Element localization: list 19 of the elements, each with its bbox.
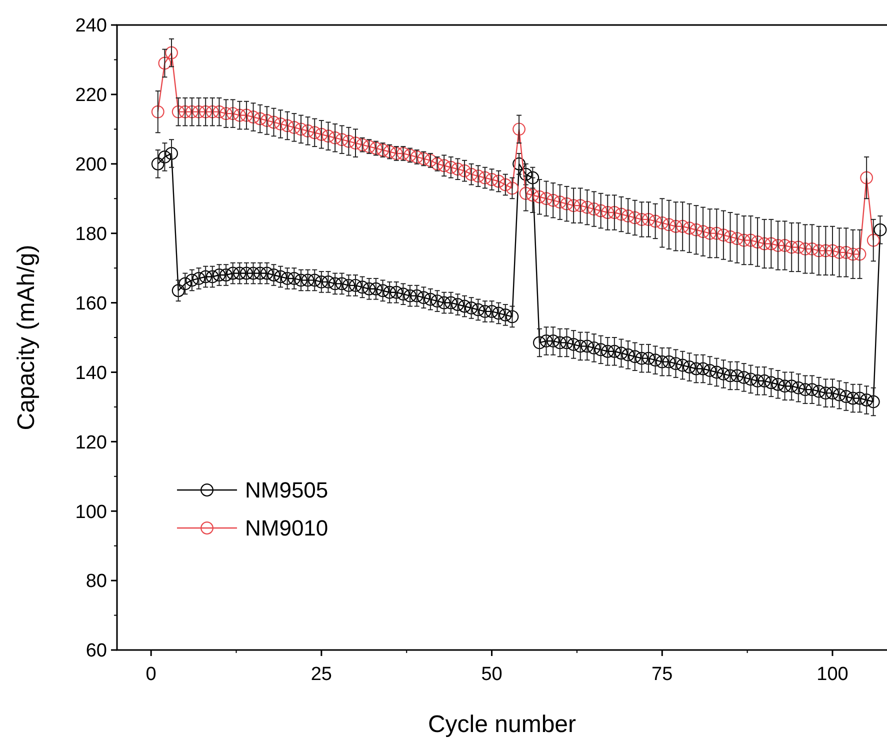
y-axis-title: Capacity (mAh/g): [13, 244, 40, 430]
x-tick-label: 100: [816, 664, 848, 685]
y-tick-label: 240: [75, 16, 107, 37]
y-tick-label: 200: [75, 154, 107, 176]
x-axis-title: Cycle number: [428, 711, 576, 738]
x-tick-label: 75: [652, 664, 673, 685]
y-tick-label: 160: [75, 293, 107, 314]
legend-label: NM9505: [245, 478, 328, 503]
y-tick-label: 140: [75, 362, 107, 384]
y-tick-label: 220: [75, 85, 107, 106]
y-tick-label: 100: [75, 502, 107, 523]
x-tick-label: 50: [481, 664, 502, 685]
y-tick-label: 60: [86, 640, 107, 662]
y-tick-label: 120: [75, 432, 107, 454]
y-tick-label: 180: [75, 224, 107, 245]
legend-label: NM9010: [245, 516, 328, 541]
x-tick-label: 25: [310, 664, 332, 685]
x-tick-label: 0: [146, 664, 156, 685]
y-tick-label: 80: [86, 571, 107, 592]
